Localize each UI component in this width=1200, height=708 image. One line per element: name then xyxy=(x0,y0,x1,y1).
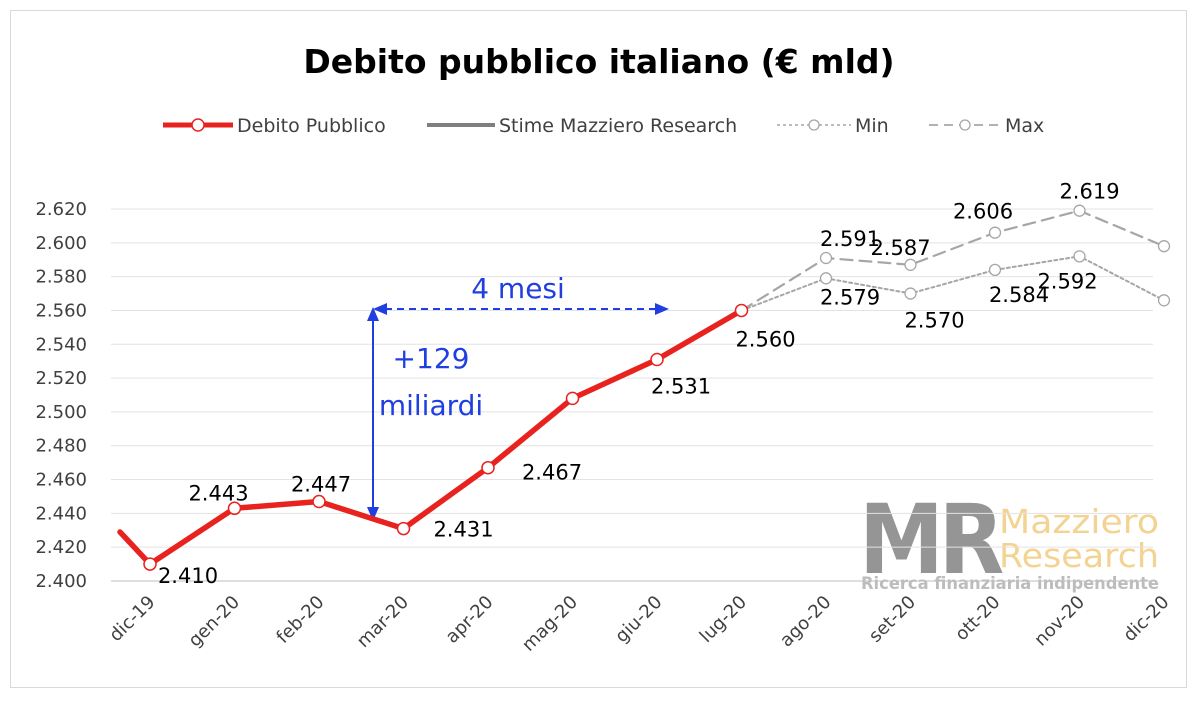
x-tick-label: set-20 xyxy=(865,592,920,647)
data-label-min: 2.579 xyxy=(820,285,880,309)
data-point-debito-pubblico xyxy=(312,494,326,509)
y-tick-label: 2.440 xyxy=(35,503,87,524)
data-point-max xyxy=(1073,204,1086,217)
annotation-horizontal-arrow xyxy=(373,303,669,315)
x-tick-label: dic-19 xyxy=(105,592,159,646)
y-tick-label: 2.620 xyxy=(35,199,87,220)
x-tick-label: dic-20 xyxy=(1119,592,1173,646)
x-tick-label: mag-20 xyxy=(518,592,582,656)
data-point-debito-pubblico xyxy=(650,352,664,367)
x-tick-label: ago-20 xyxy=(776,592,836,652)
y-tick-label: 2.560 xyxy=(35,300,87,321)
data-point-debito-pubblico xyxy=(396,521,411,536)
data-labels-layer: 2.410 2.443 2.447 2.431 2.467 2.531 2.560 2.579… xyxy=(158,180,1120,588)
y-tick-label: 2.520 xyxy=(35,368,87,389)
watermark-logo: MR Mazziero Research Ricerca finanziaria… xyxy=(859,484,1159,596)
data-point-min xyxy=(904,287,917,300)
data-label-debito-pubblico: 2.447 xyxy=(291,473,351,497)
data-label-min: 2.584 xyxy=(989,283,1049,307)
data-label-debito-pubblico: 2.560 xyxy=(735,327,795,351)
data-label-max: 2.587 xyxy=(870,236,930,260)
data-point-debito-pubblico xyxy=(565,391,580,406)
data-point-max xyxy=(819,251,833,265)
chart-title: Debito pubblico italiano (€ mld) xyxy=(303,42,894,81)
watermark-letters: MR xyxy=(859,484,1003,596)
x-tick-label: nov-20 xyxy=(1030,592,1089,651)
x-tick-label: apr-20 xyxy=(442,592,498,648)
data-label-max: 2.606 xyxy=(953,200,1013,224)
x-axis: dic-19 gen-20 feb-20 mar-20 apr-20 mag-20 giu-… xyxy=(105,592,1173,656)
data-label-min: 2.570 xyxy=(904,309,964,333)
y-tick-label: 2.540 xyxy=(35,334,87,355)
legend-label-min: Min xyxy=(855,115,889,137)
x-tick-label: feb-20 xyxy=(272,592,328,648)
data-point-max xyxy=(904,258,917,271)
watermark-tagline: Ricerca finanziaria indipendente xyxy=(861,574,1159,594)
series-line-min xyxy=(740,255,1165,312)
y-tick-label: 2.600 xyxy=(35,233,87,254)
data-label-debito-pubblico: 2.531 xyxy=(651,374,711,398)
data-point-min xyxy=(1157,294,1171,307)
x-tick-label: ott-20 xyxy=(951,592,1004,645)
data-label-debito-pubblico: 2.467 xyxy=(522,461,582,485)
y-axis: 2.400 2.420 2.440 2.460 2.480 2.500 2.520 2.540… xyxy=(35,199,87,592)
x-tick-label: mar-20 xyxy=(353,592,413,652)
data-point-max xyxy=(1157,240,1171,253)
legend-label-stime: Stime Mazziero Research xyxy=(499,115,737,137)
series-line-max xyxy=(740,209,1166,312)
data-label-max: 2.591 xyxy=(820,227,880,251)
annotation-4-mesi: 4 mesi xyxy=(471,272,565,305)
y-tick-label: 2.480 xyxy=(35,436,87,457)
data-point-debito-pubblico xyxy=(481,460,495,475)
chart-legend: Debito Pubblico Stime Mazziero Research … xyxy=(163,115,1044,137)
data-point-debito-pubblico xyxy=(143,557,157,571)
data-label-debito-pubblico: 2.443 xyxy=(188,481,248,505)
y-tick-label: 2.400 xyxy=(35,571,87,592)
annotation-vertical-arrow xyxy=(367,307,379,521)
data-label-max: 2.619 xyxy=(1059,180,1119,204)
annotation-miliardi: miliardi xyxy=(379,389,483,422)
series-layer xyxy=(117,204,1171,571)
data-point-min xyxy=(1073,250,1086,263)
legend-label-debito: Debito Pubblico xyxy=(237,115,386,137)
data-label-debito-pubblico: 2.410 xyxy=(158,564,218,588)
legend-item-max: Max xyxy=(929,115,1044,137)
y-tick-label: 2.580 xyxy=(35,267,87,288)
legend-item-min: Min xyxy=(777,115,889,137)
data-point-debito-pubblico xyxy=(227,501,242,516)
data-label-debito-pubblico: 2.431 xyxy=(433,518,493,542)
annotation-group: 4 mesi +129 miliardi xyxy=(367,272,669,521)
watermark-name-line2: Research xyxy=(999,536,1159,575)
data-point-debito-pubblico xyxy=(734,303,749,318)
x-tick-label: gen-20 xyxy=(184,592,244,652)
legend-item-stime: Stime Mazziero Research xyxy=(427,115,737,137)
chart-frame: Debito pubblico italiano (€ mld) Debito … xyxy=(10,10,1187,688)
data-point-max xyxy=(988,226,1002,239)
y-tick-label: 2.420 xyxy=(35,537,87,558)
y-tick-label: 2.500 xyxy=(35,402,87,423)
chart-svg: Debito pubblico italiano (€ mld) Debito … xyxy=(35,42,1173,656)
y-tick-label: 2.460 xyxy=(35,470,87,491)
legend-item-debito: Debito Pubblico xyxy=(163,115,386,137)
watermark-name-line1: Mazziero xyxy=(999,502,1159,541)
data-point-min xyxy=(819,272,833,285)
x-tick-label: lug-20 xyxy=(696,592,751,647)
gridlines xyxy=(111,208,1153,582)
data-label-min: 2.592 xyxy=(1037,269,1097,293)
legend-label-max: Max xyxy=(1005,115,1044,137)
data-point-min xyxy=(988,263,1002,277)
annotation-129: +129 xyxy=(393,342,470,375)
x-tick-label: giu-20 xyxy=(611,592,666,647)
